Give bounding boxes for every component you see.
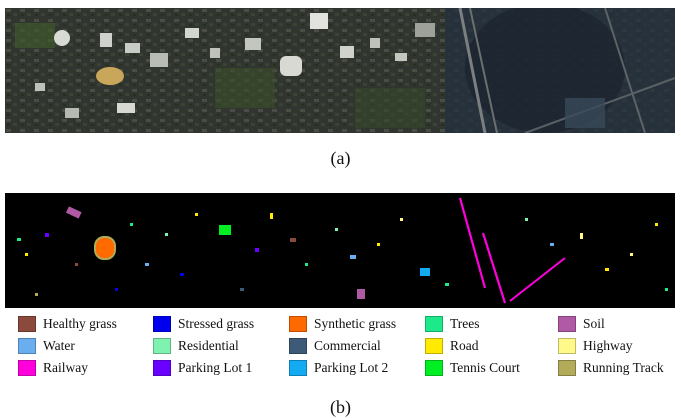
legend-label: Running Track [583,360,664,375]
ground-truth-map [5,193,675,308]
swatch-trees [425,316,443,332]
legend-label: Commercial [314,338,381,353]
legend-label: Water [43,338,75,353]
swatch-healthy-grass [18,316,36,332]
legend-item-railway: Railway [18,358,88,378]
legend-label: Road [450,338,479,353]
legend-label: Parking Lot 1 [178,360,253,375]
legend-label: Tennis Court [450,360,520,375]
legend-label: Soil [583,316,605,331]
legend-item-healthy-grass: Healthy grass [18,314,117,334]
swatch-stressed-grass [153,316,171,332]
legend-item-soil: Soil [558,314,605,334]
swatch-highway [558,338,576,354]
swatch-soil [558,316,576,332]
legend-item-highway: Highway [558,336,633,356]
swatch-synthetic-grass [289,316,307,332]
legend-label: Highway [583,338,633,353]
swatch-residential [153,338,171,354]
legend-label: Railway [43,360,88,375]
aerial-image [5,8,675,133]
swatch-railway [18,360,36,376]
legend-item-stressed-grass: Stressed grass [153,314,254,334]
caption-a: (a) [330,148,351,168]
legend-label: Healthy grass [43,316,117,331]
swatch-road [425,338,443,354]
legend-item-running-track: Running Track [558,358,664,378]
legend-label: Stressed grass [178,316,255,331]
swatch-commercial [289,338,307,354]
legend: Healthy grass Stressed grass Synthetic g… [18,314,673,380]
swatch-running-track [558,360,576,376]
legend-item-tennis-court: Tennis Court [425,358,520,378]
swatch-water [18,338,36,354]
swatch-tennis-court [425,360,443,376]
legend-label: Parking Lot 2 [314,360,389,375]
legend-label: Residential [178,338,239,353]
legend-item-parking-lot-2: Parking Lot 2 [289,358,388,378]
legend-item-residential: Residential [153,336,239,356]
legend-label: Trees [450,316,480,331]
legend-item-road: Road [425,336,479,356]
swatch-parking-lot-2 [289,360,307,376]
legend-item-commercial: Commercial [289,336,381,356]
caption-b: (b) [330,397,351,417]
legend-item-water: Water [18,336,75,356]
legend-item-parking-lot-1: Parking Lot 1 [153,358,252,378]
legend-label: Synthetic grass [314,316,397,331]
legend-item-trees: Trees [425,314,480,334]
swatch-parking-lot-1 [153,360,171,376]
legend-item-synthetic-grass: Synthetic grass [289,314,396,334]
